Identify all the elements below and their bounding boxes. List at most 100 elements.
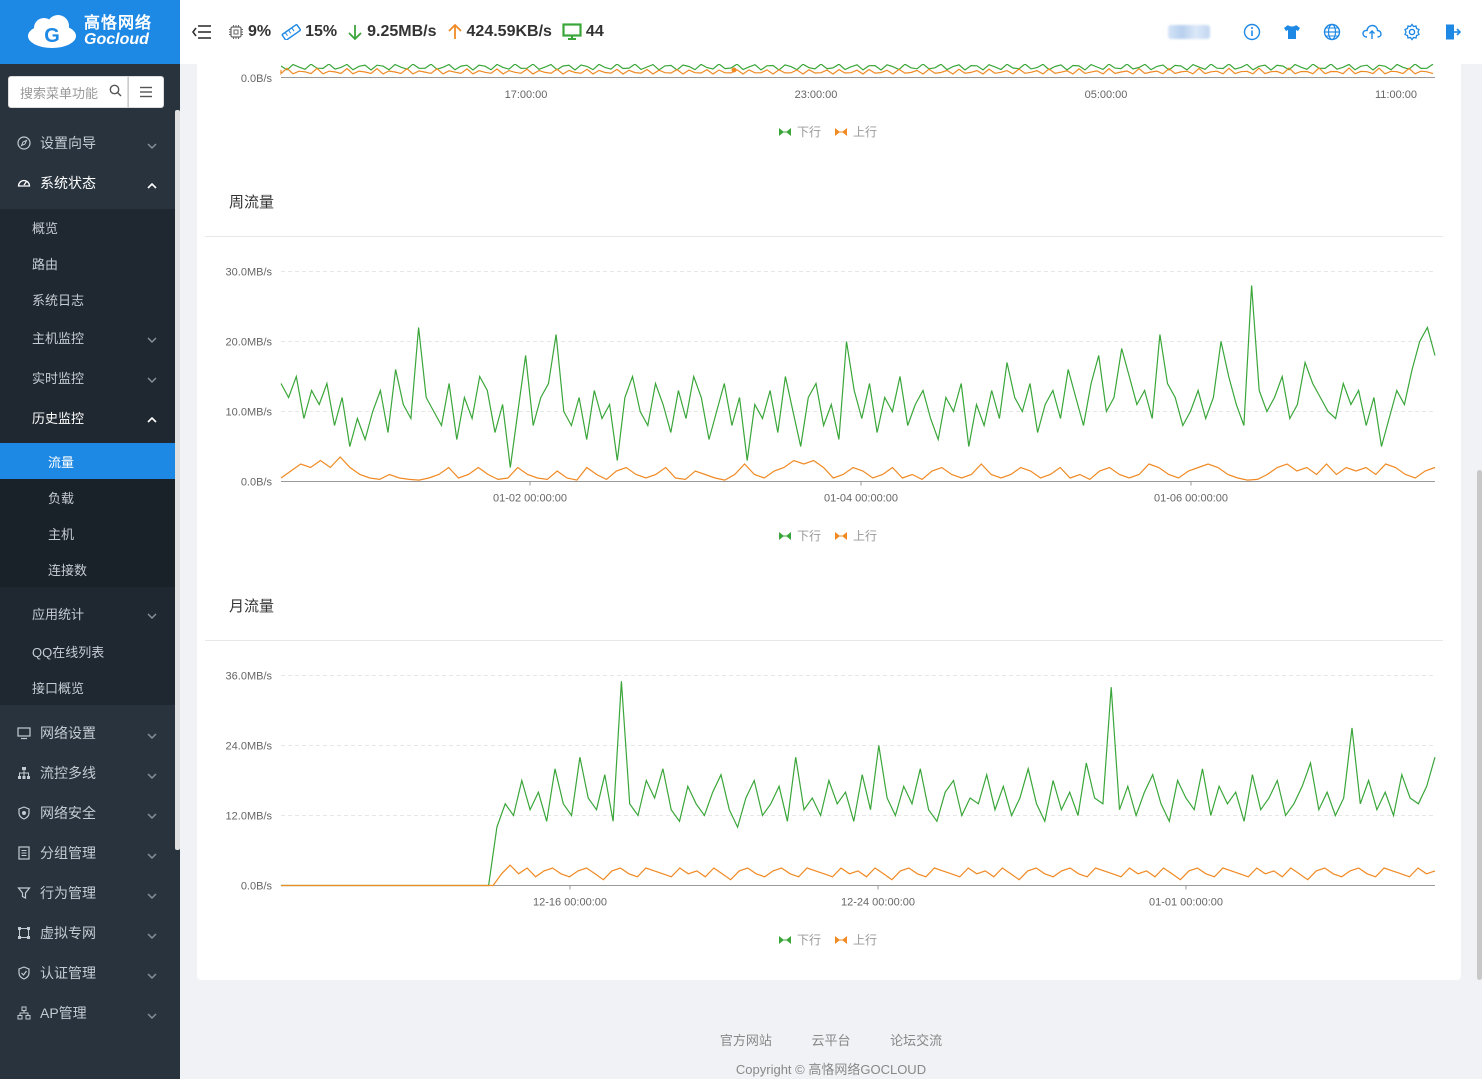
sidebar-scrollbar[interactable] (175, 110, 180, 850)
cpu-icon (229, 25, 243, 39)
sub-interface-overview[interactable]: 接口概览 (32, 680, 85, 696)
compass-icon (16, 135, 32, 151)
history-submenu: 流量 负载 主机 连接数 (0, 443, 175, 587)
legend-down-icon (779, 531, 791, 540)
y-tick-label: 10.0MB/s (226, 407, 273, 419)
sub-qq-online[interactable]: QQ在线列表 (32, 644, 105, 660)
footer-link-cloud[interactable]: 云平台 (811, 1033, 851, 1048)
x-tick-label: 01-02 00:00:00 (493, 493, 567, 505)
filter-icon (16, 885, 32, 901)
weekly-chart-title: 周流量 (229, 194, 275, 211)
list-doc-icon (16, 845, 32, 861)
y-tick-label: 30.0MB/s (226, 267, 273, 279)
legend-up[interactable]: 上行 (835, 123, 877, 140)
arrow-down-icon (348, 25, 362, 41)
arrow-up-icon (447, 23, 462, 39)
legend-up-icon (835, 531, 848, 540)
legend-weekly: 下行 上行 (779, 527, 891, 544)
divider (205, 236, 1443, 237)
monthly-up-line (281, 864, 1436, 887)
x-tick-label: 11:00:00 (1375, 89, 1417, 101)
header-toolbar (1168, 0, 1472, 64)
x-tick-label: 01-01 00:00:00 (1149, 897, 1223, 909)
legend-down-icon (779, 127, 791, 136)
nav-network[interactable]: 网络设置 (0, 713, 175, 753)
legend-down[interactable]: 下行 (779, 527, 821, 544)
chevron-down-icon (147, 926, 157, 942)
page-scrollbar[interactable] (1477, 470, 1482, 980)
footer-link-forum[interactable]: 论坛交流 (890, 1033, 943, 1048)
footer-link-official[interactable]: 官方网站 (719, 1033, 772, 1048)
monthly-chart-title: 月流量 (229, 598, 275, 615)
legend-up-icon (835, 127, 848, 136)
y-tick-label: 0.0B/s (241, 73, 273, 85)
legend-down[interactable]: 下行 (779, 931, 821, 948)
sitemap-icon (16, 765, 32, 781)
x-tick-label: 01-04 00:00:00 (824, 493, 898, 505)
logo[interactable]: G 高恪网络 Gocloud (0, 0, 180, 64)
nav-wizard[interactable]: 设置向导 (0, 123, 175, 163)
sub-route[interactable]: 路由 (32, 256, 59, 272)
nav-vpn[interactable]: 虚拟专网 (0, 913, 175, 953)
nav-security[interactable]: 网络安全 (0, 793, 175, 833)
chevron-down-icon (147, 966, 157, 982)
chevron-down-icon (147, 331, 157, 346)
info-icon[interactable] (1232, 23, 1272, 41)
nav-system-status[interactable]: 系统状态 (0, 163, 175, 203)
legend-up[interactable]: 上行 (835, 527, 877, 544)
chevron-down-icon (147, 371, 157, 386)
nav-auth[interactable]: 认证管理 (0, 953, 175, 993)
online-hosts-stat[interactable]: 44 (562, 23, 604, 41)
chevron-down-icon (147, 846, 157, 862)
sub-syslog[interactable]: 系统日志 (32, 292, 85, 308)
copyright: Copyright © 高恪网络GOCLOUD (735, 1062, 927, 1077)
sub-realtime-monitor[interactable]: 实时监控 (0, 357, 175, 397)
collapse-menu-icon[interactable] (192, 24, 212, 40)
globe-icon[interactable] (1312, 23, 1352, 41)
legend-up[interactable]: 上行 (835, 931, 877, 948)
weekly-up-line (280, 456, 1436, 481)
daily-data-point (731, 67, 737, 73)
gear-icon[interactable] (1392, 23, 1432, 41)
memory-stat: 15% (281, 23, 337, 41)
svg-text:G: G (44, 25, 60, 47)
search-input[interactable]: 搜索菜单功能 (8, 76, 128, 108)
x-tick-label: 01-06 00:00:00 (1154, 493, 1228, 505)
dashboard-icon (16, 175, 32, 191)
charts-canvas: 0.0B/s 17:00:00 23:00:00 05:00:00 11:00:00 0.… (226, 64, 1436, 909)
x-tick-label: 23:00:00 (795, 89, 838, 101)
menu-list-icon[interactable] (128, 76, 164, 108)
x-tick-label: 12-16 00:00:00 (533, 897, 607, 909)
x-tick-label: 12-24 00:00:00 (841, 897, 915, 909)
nav-group[interactable]: 分组管理 (0, 833, 175, 873)
sub-app-stats[interactable]: 应用统计 (0, 593, 175, 633)
sub-connections[interactable]: 连接数 (48, 562, 88, 578)
sidebar: G 高恪网络 Gocloud 搜索菜单功能 设置向导 系统状态 (0, 0, 180, 1079)
logout-icon[interactable] (1432, 23, 1472, 41)
sub-load[interactable]: 负载 (48, 490, 75, 506)
legend-down[interactable]: 下行 (779, 123, 821, 140)
sub-history-monitor[interactable]: 历史监控 (0, 397, 175, 437)
y-tick-label: 0.0B/s (241, 881, 273, 893)
gocloud-logo-icon: G (26, 14, 78, 50)
chevron-down-icon (147, 607, 157, 622)
nav-ap[interactable]: AP管理 (0, 993, 175, 1033)
legend-up-icon (835, 935, 848, 944)
sub-host-monitor[interactable]: 主机监控 (0, 317, 175, 357)
sub-host[interactable]: 主机 (48, 526, 75, 542)
traffic-card: 0.0B/s 17:00:00 23:00:00 05:00:00 11:00:00 0.… (197, 64, 1461, 980)
menu-search: 搜索菜单功能 (8, 76, 164, 108)
sub-traffic[interactable]: 流量 (0, 443, 175, 479)
sub-overview[interactable]: 概览 (32, 220, 59, 236)
cloud-upload-icon[interactable] (1352, 23, 1392, 41)
skin-icon[interactable] (1272, 23, 1312, 41)
chevron-down-icon (147, 886, 157, 902)
nav-behavior[interactable]: 行为管理 (0, 873, 175, 913)
monthly-down-line (281, 681, 1436, 887)
user-avatar[interactable] (1168, 25, 1210, 39)
brand-cn: 高恪网络 (84, 15, 153, 32)
nav-flow-control[interactable]: 流控多线 (0, 753, 175, 793)
search-icon[interactable] (109, 84, 127, 100)
vpn-icon (16, 925, 32, 941)
chevron-down-icon (147, 726, 157, 742)
